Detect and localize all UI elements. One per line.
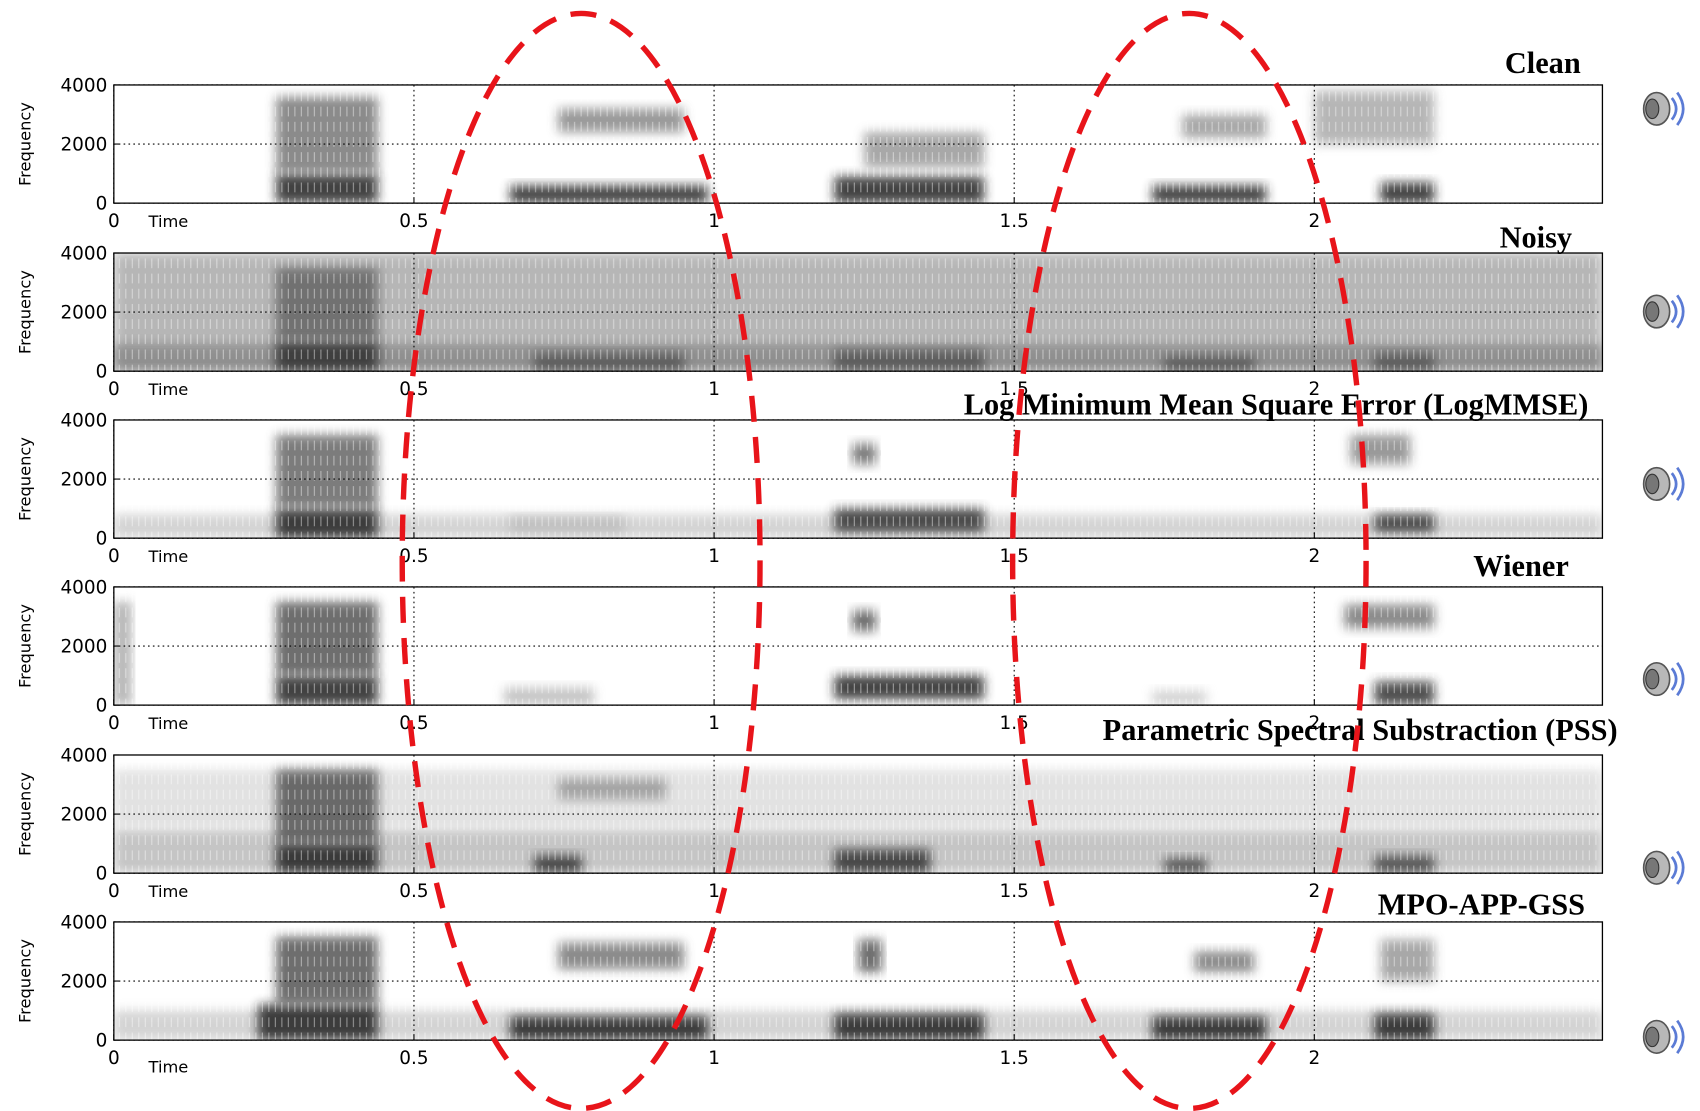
texture xyxy=(114,755,1603,873)
y-tick-label: 0 xyxy=(96,194,108,215)
speakers xyxy=(1644,93,1684,1054)
energy-layer xyxy=(114,922,1603,1040)
speaker-icon xyxy=(1644,1021,1684,1054)
speaker-icon xyxy=(1644,851,1684,884)
x-axis-label: Time xyxy=(148,1058,189,1077)
y-tick-label: 2000 xyxy=(60,470,107,491)
y-tick-label: 4000 xyxy=(60,745,107,766)
x-tick-label: 1 xyxy=(708,881,720,902)
x-tick-label: 0 xyxy=(108,713,120,734)
x-tick-label: 2 xyxy=(1308,881,1320,902)
y-axis-label: Frequency xyxy=(15,102,34,186)
y-tick-label: 2000 xyxy=(60,135,107,156)
y-tick-label: 0 xyxy=(96,1031,108,1052)
x-tick-label: 1.5 xyxy=(1000,881,1029,902)
energy-layer xyxy=(114,253,1603,371)
texture xyxy=(114,253,1603,371)
x-axis-label: Time xyxy=(148,380,189,399)
x-tick-label: 0 xyxy=(108,881,120,902)
energy-layer xyxy=(114,755,1603,873)
x-tick-label: 0 xyxy=(108,1048,120,1069)
x-tick-label: 0.5 xyxy=(399,211,428,232)
y-tick-label: 4000 xyxy=(60,577,107,598)
x-tick-label: 0.5 xyxy=(399,1048,428,1069)
spectrogram-panel: 0 0.5 1 1.5 2 0 2000 4000 Time Frequency MPO-APP-G… xyxy=(15,887,1602,1076)
energy-layer xyxy=(114,587,1603,705)
x-tick-label: 2 xyxy=(1308,211,1320,232)
y-tick-label: 2000 xyxy=(60,303,107,324)
x-axis-label: Time xyxy=(148,882,189,901)
x-tick-label: 0 xyxy=(108,379,120,400)
x-tick-label: 1.5 xyxy=(1000,211,1029,232)
texture xyxy=(114,420,1603,538)
panel-title: Wiener xyxy=(1473,549,1569,583)
y-tick-label: 4000 xyxy=(60,912,107,933)
page: {"chart_data": [ {"type": "spectrogram",… xyxy=(0,0,1700,1111)
x-axis-label: Time xyxy=(148,714,189,733)
x-tick-label: 1 xyxy=(708,546,720,567)
panel-title: Log Minimum Mean Square Error (LogMMSE) xyxy=(964,388,1589,422)
y-axis-label: Frequency xyxy=(15,437,34,521)
x-tick-label: 2 xyxy=(1308,1048,1320,1069)
energy-layer xyxy=(114,85,1603,203)
y-tick-label: 2000 xyxy=(60,972,107,993)
x-tick-label: 1.5 xyxy=(1000,713,1029,734)
y-axis-label: Frequency xyxy=(15,604,34,688)
speaker-icon xyxy=(1644,468,1684,501)
x-tick-label: 1 xyxy=(708,379,720,400)
figure: 00.511.52020004000TimeFrequencyClean00.5… xyxy=(0,0,1700,1111)
y-axis-label: Frequency xyxy=(15,939,34,1023)
texture xyxy=(114,587,1603,705)
y-axis-label: Frequency xyxy=(15,270,34,354)
panel-title: Noisy xyxy=(1500,221,1573,255)
x-tick-label: 1 xyxy=(708,1048,720,1069)
y-tick-label: 2000 xyxy=(60,637,107,658)
energy-layer xyxy=(114,420,1603,538)
y-tick-label: 2000 xyxy=(60,805,107,826)
y-tick-label: 0 xyxy=(96,529,108,550)
y-tick-label: 0 xyxy=(96,696,108,717)
y-tick-label: 4000 xyxy=(60,410,107,431)
speaker-icon xyxy=(1644,93,1684,126)
x-tick-label: 0.5 xyxy=(399,881,428,902)
panel-title: Clean xyxy=(1505,46,1581,80)
y-tick-label: 0 xyxy=(96,864,108,885)
speaker-icon xyxy=(1644,295,1684,328)
texture xyxy=(114,85,1603,203)
x-tick-label: 1 xyxy=(708,713,720,734)
texture xyxy=(114,922,1603,1040)
x-tick-label: 0 xyxy=(108,211,120,232)
x-tick-label: 0.5 xyxy=(399,379,428,400)
y-axis-label: Frequency xyxy=(15,772,34,856)
x-tick-label: 0.5 xyxy=(399,713,428,734)
y-tick-label: 4000 xyxy=(60,75,107,96)
y-tick-label: 4000 xyxy=(60,244,107,265)
speaker-icon xyxy=(1644,663,1684,696)
x-axis-label: Time xyxy=(148,547,189,566)
y-tick-label: 0 xyxy=(96,362,108,383)
x-tick-label: 0 xyxy=(108,546,120,567)
panel-title: MPO-APP-GSS xyxy=(1378,887,1585,921)
x-tick-label: 1.5 xyxy=(1000,1048,1029,1069)
x-tick-label: 2 xyxy=(1308,546,1320,567)
x-axis-label: Time xyxy=(148,212,189,231)
